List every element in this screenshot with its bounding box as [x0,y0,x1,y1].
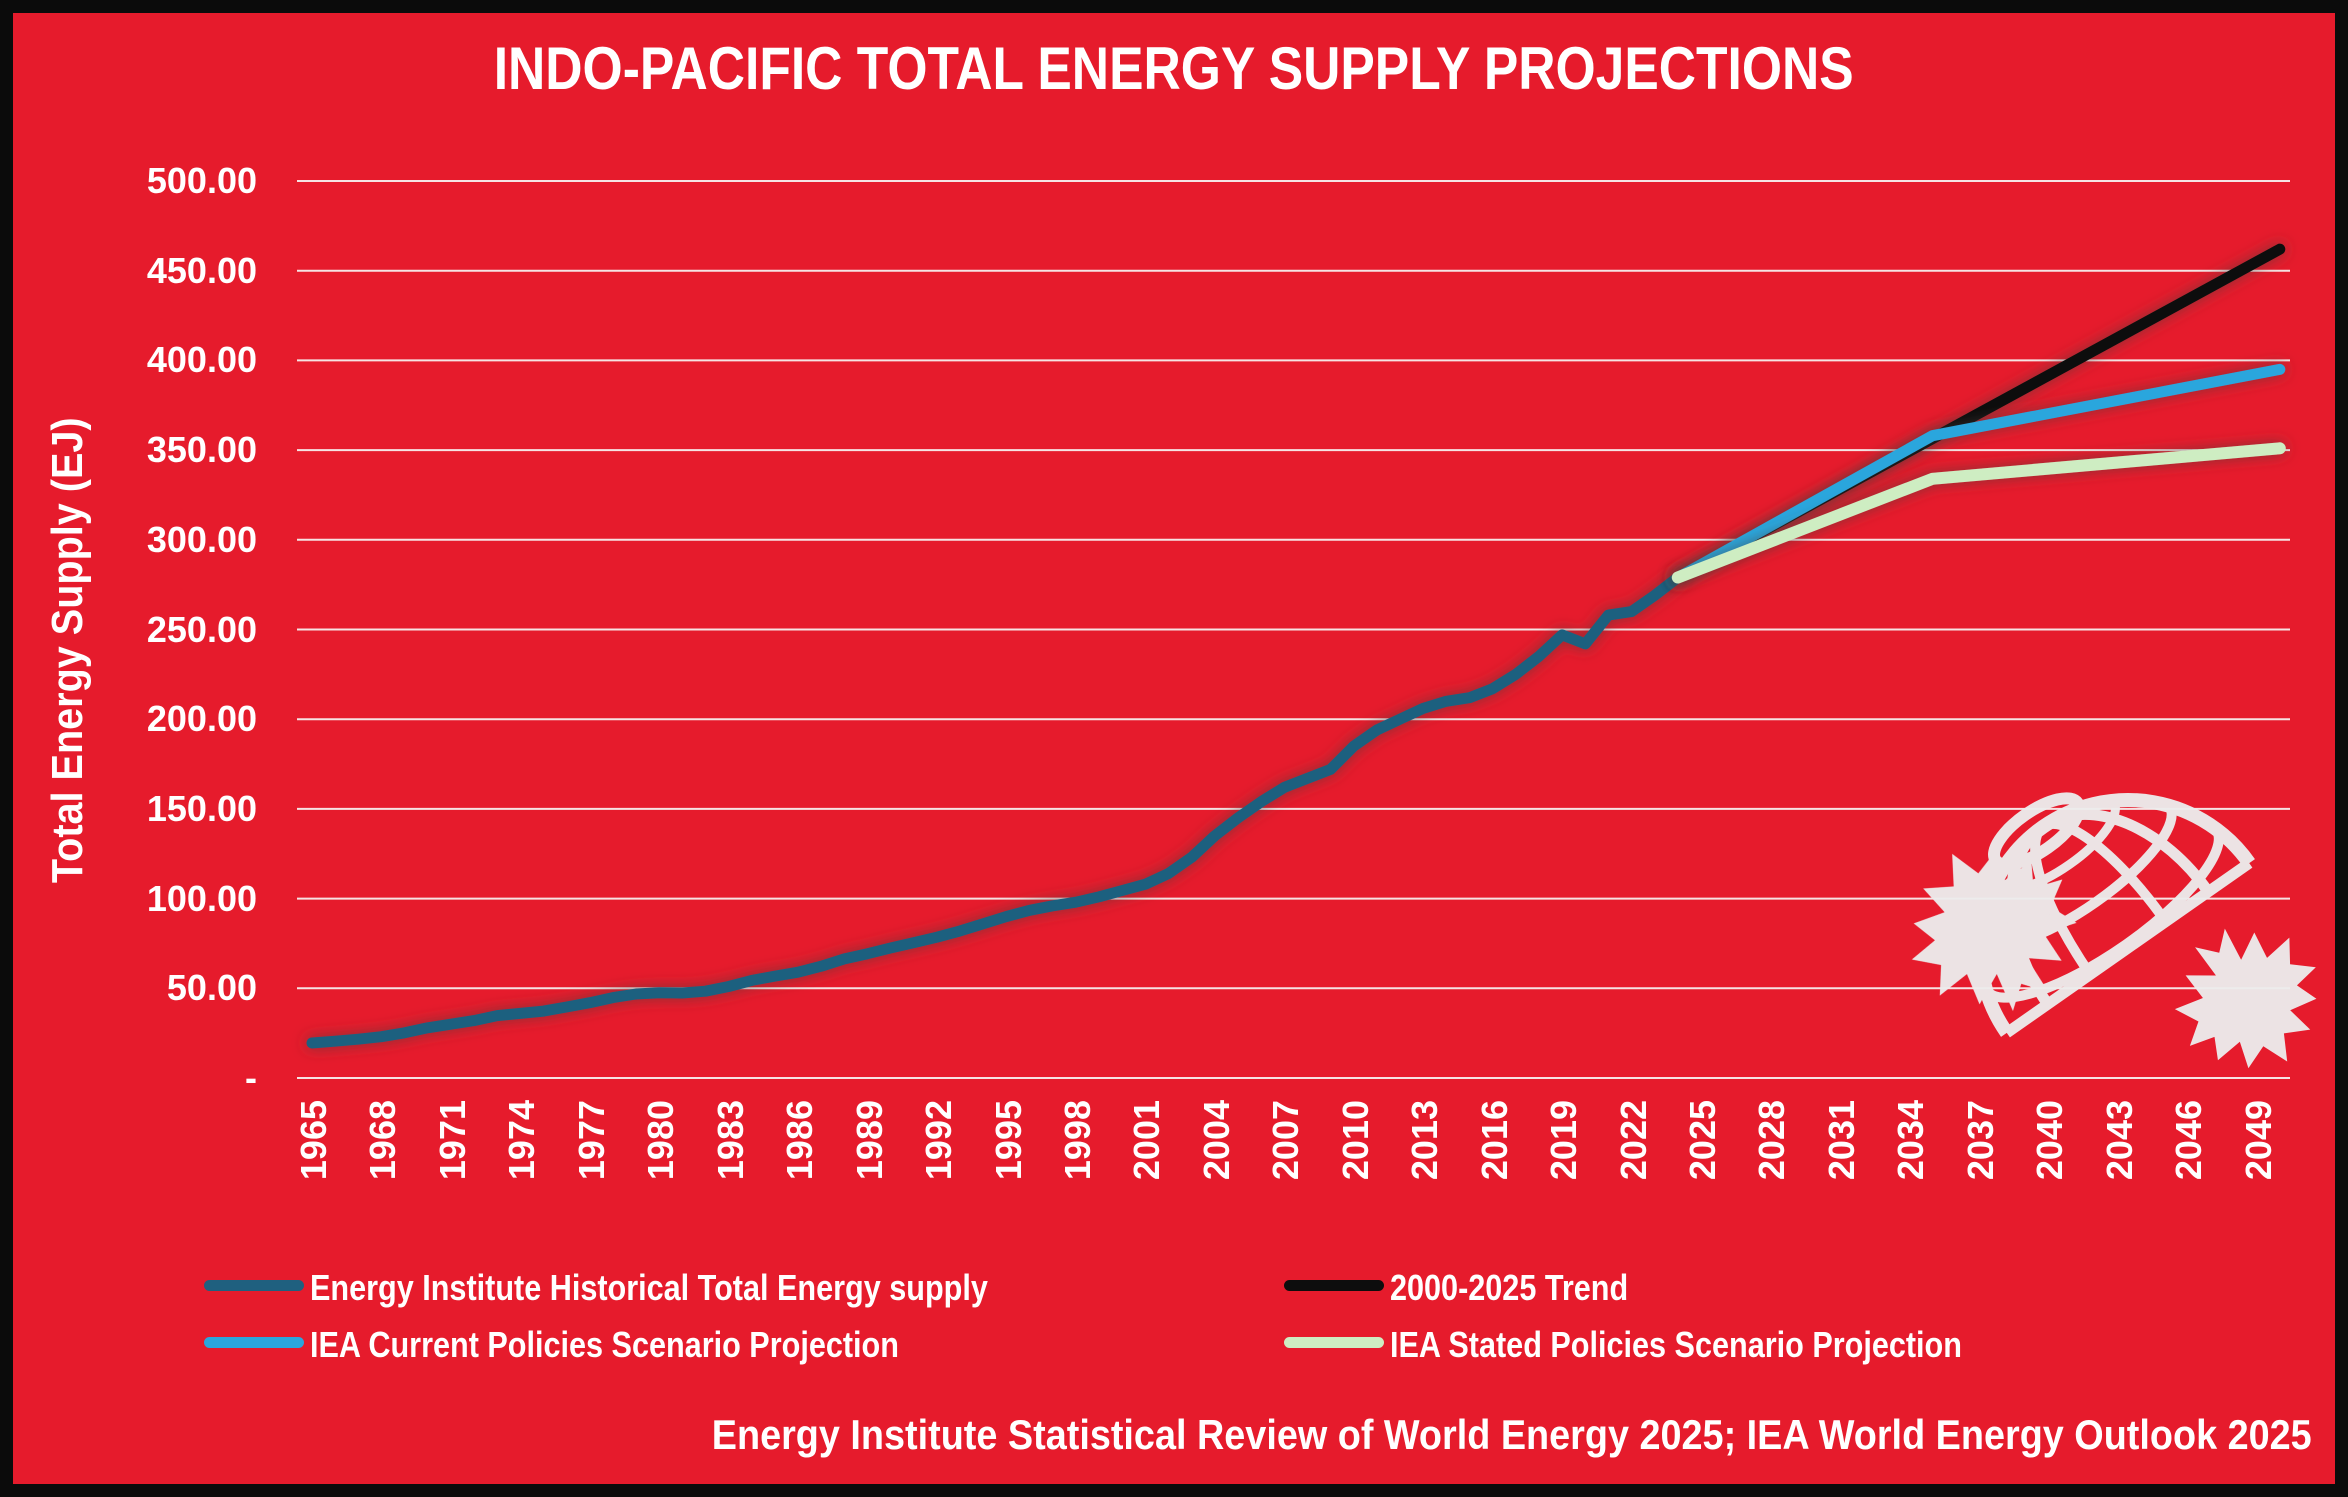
legend-label: 2000-2025 Trend [1390,1267,1629,1308]
x-tick-label: 2025 [1682,1100,1723,1181]
x-tick-label: 1995 [987,1100,1029,1181]
chart-series [306,243,2286,1049]
x-tick-label: 2019 [1543,1100,1585,1181]
legend-label: IEA Stated Policies Scenario Projection [1390,1324,1962,1365]
x-tick-label: 2013 [1404,1100,1446,1181]
x-tick-label: 2049 [2237,1100,2279,1181]
y-axis-title-text: Total Energy Supply (EJ) [43,417,92,883]
x-tick-label: 2001 [1126,1100,1168,1181]
legend-swatch [204,1279,304,1291]
y-tick-label: 200.00 [146,698,257,740]
x-tick-label: 2034 [1890,1100,1932,1181]
x-tick-label: 1965 [293,1100,334,1181]
x-tick-label: 1980 [640,1100,682,1181]
x-tick-label: 2037 [1959,1100,2001,1181]
chart-title-text: INDO-PACIFIC TOTAL ENERGY SUPPLY PROJECT… [493,35,1854,102]
y-tick-label: 50.00 [166,967,257,1009]
x-tick-label: 2028 [1751,1100,1793,1181]
y-tick-label: - [245,1057,257,1098]
source-note: Energy Institute Statistical Review of W… [534,1408,2312,1462]
x-tick-label: 2043 [2098,1100,2140,1181]
y-tick-label: 350.00 [146,429,257,471]
x-tick-label: 2046 [2168,1100,2210,1181]
maple-leaf-icon [1911,849,2077,1012]
globe-maple-logo [1911,792,2317,1069]
x-tick-label: 2040 [2029,1100,2071,1181]
x-tick-label: 1971 [431,1100,473,1181]
chart-title: INDO-PACIFIC TOTAL ENERGY SUPPLY PROJECT… [0,34,2348,103]
x-tick-label: 2016 [1473,1100,1515,1181]
x-tick-label: 1986 [779,1100,821,1181]
x-tick-label: 1977 [570,1100,612,1181]
x-tick-label: 2004 [1195,1100,1237,1181]
y-tick-label: 100.00 [146,877,257,919]
y-tick-label: 450.00 [146,249,257,291]
y-tick-label: 300.00 [146,518,257,560]
x-tick-label: 2010 [1334,1100,1376,1181]
x-tick-label: 1983 [709,1100,751,1181]
source-note-text: Energy Institute Statistical Review of W… [712,1411,2312,1458]
x-tick-label: 2022 [1612,1100,1654,1181]
legend-label: IEA Current Policies Scenario Projection [310,1324,899,1365]
gridlines [297,180,2290,1079]
y-tick-label: 400.00 [146,339,257,381]
x-tick-label: 1968 [362,1100,404,1181]
legend-item: 2000-2025 Trend [1284,1266,1670,1310]
y-tick-label: 250.00 [146,608,257,650]
y-axis-title: Total Energy Supply (EJ) [43,250,92,1050]
x-tick-label: 2007 [1265,1100,1307,1181]
series-line [1672,363,2286,583]
x-tick-label: 1998 [1056,1100,1098,1181]
legend-label: Energy Institute Historical Total Energy… [310,1267,988,1308]
legend-item: IEA Stated Policies Scenario Projection [1284,1323,2063,1367]
globe-icon [1973,792,2255,1038]
legend-item: IEA Current Policies Scenario Projection [204,1323,1003,1367]
x-tick-label: 1989 [848,1100,890,1181]
legend-item: Energy Institute Historical Total Energy… [204,1266,1107,1310]
series-line [306,572,1684,1049]
legend-swatch [1284,1279,1384,1291]
y-tick-label: 150.00 [146,787,257,829]
y-tick-label: 500.00 [146,160,257,201]
x-tick-label: 2031 [1820,1100,1862,1181]
legend-swatch [204,1336,304,1348]
series-line [1671,442,2286,584]
maple-leaf-icon [2174,928,2317,1069]
legend-swatch [1284,1336,1384,1348]
x-tick-label: 1992 [918,1100,960,1181]
x-tick-label: 1974 [501,1100,543,1181]
